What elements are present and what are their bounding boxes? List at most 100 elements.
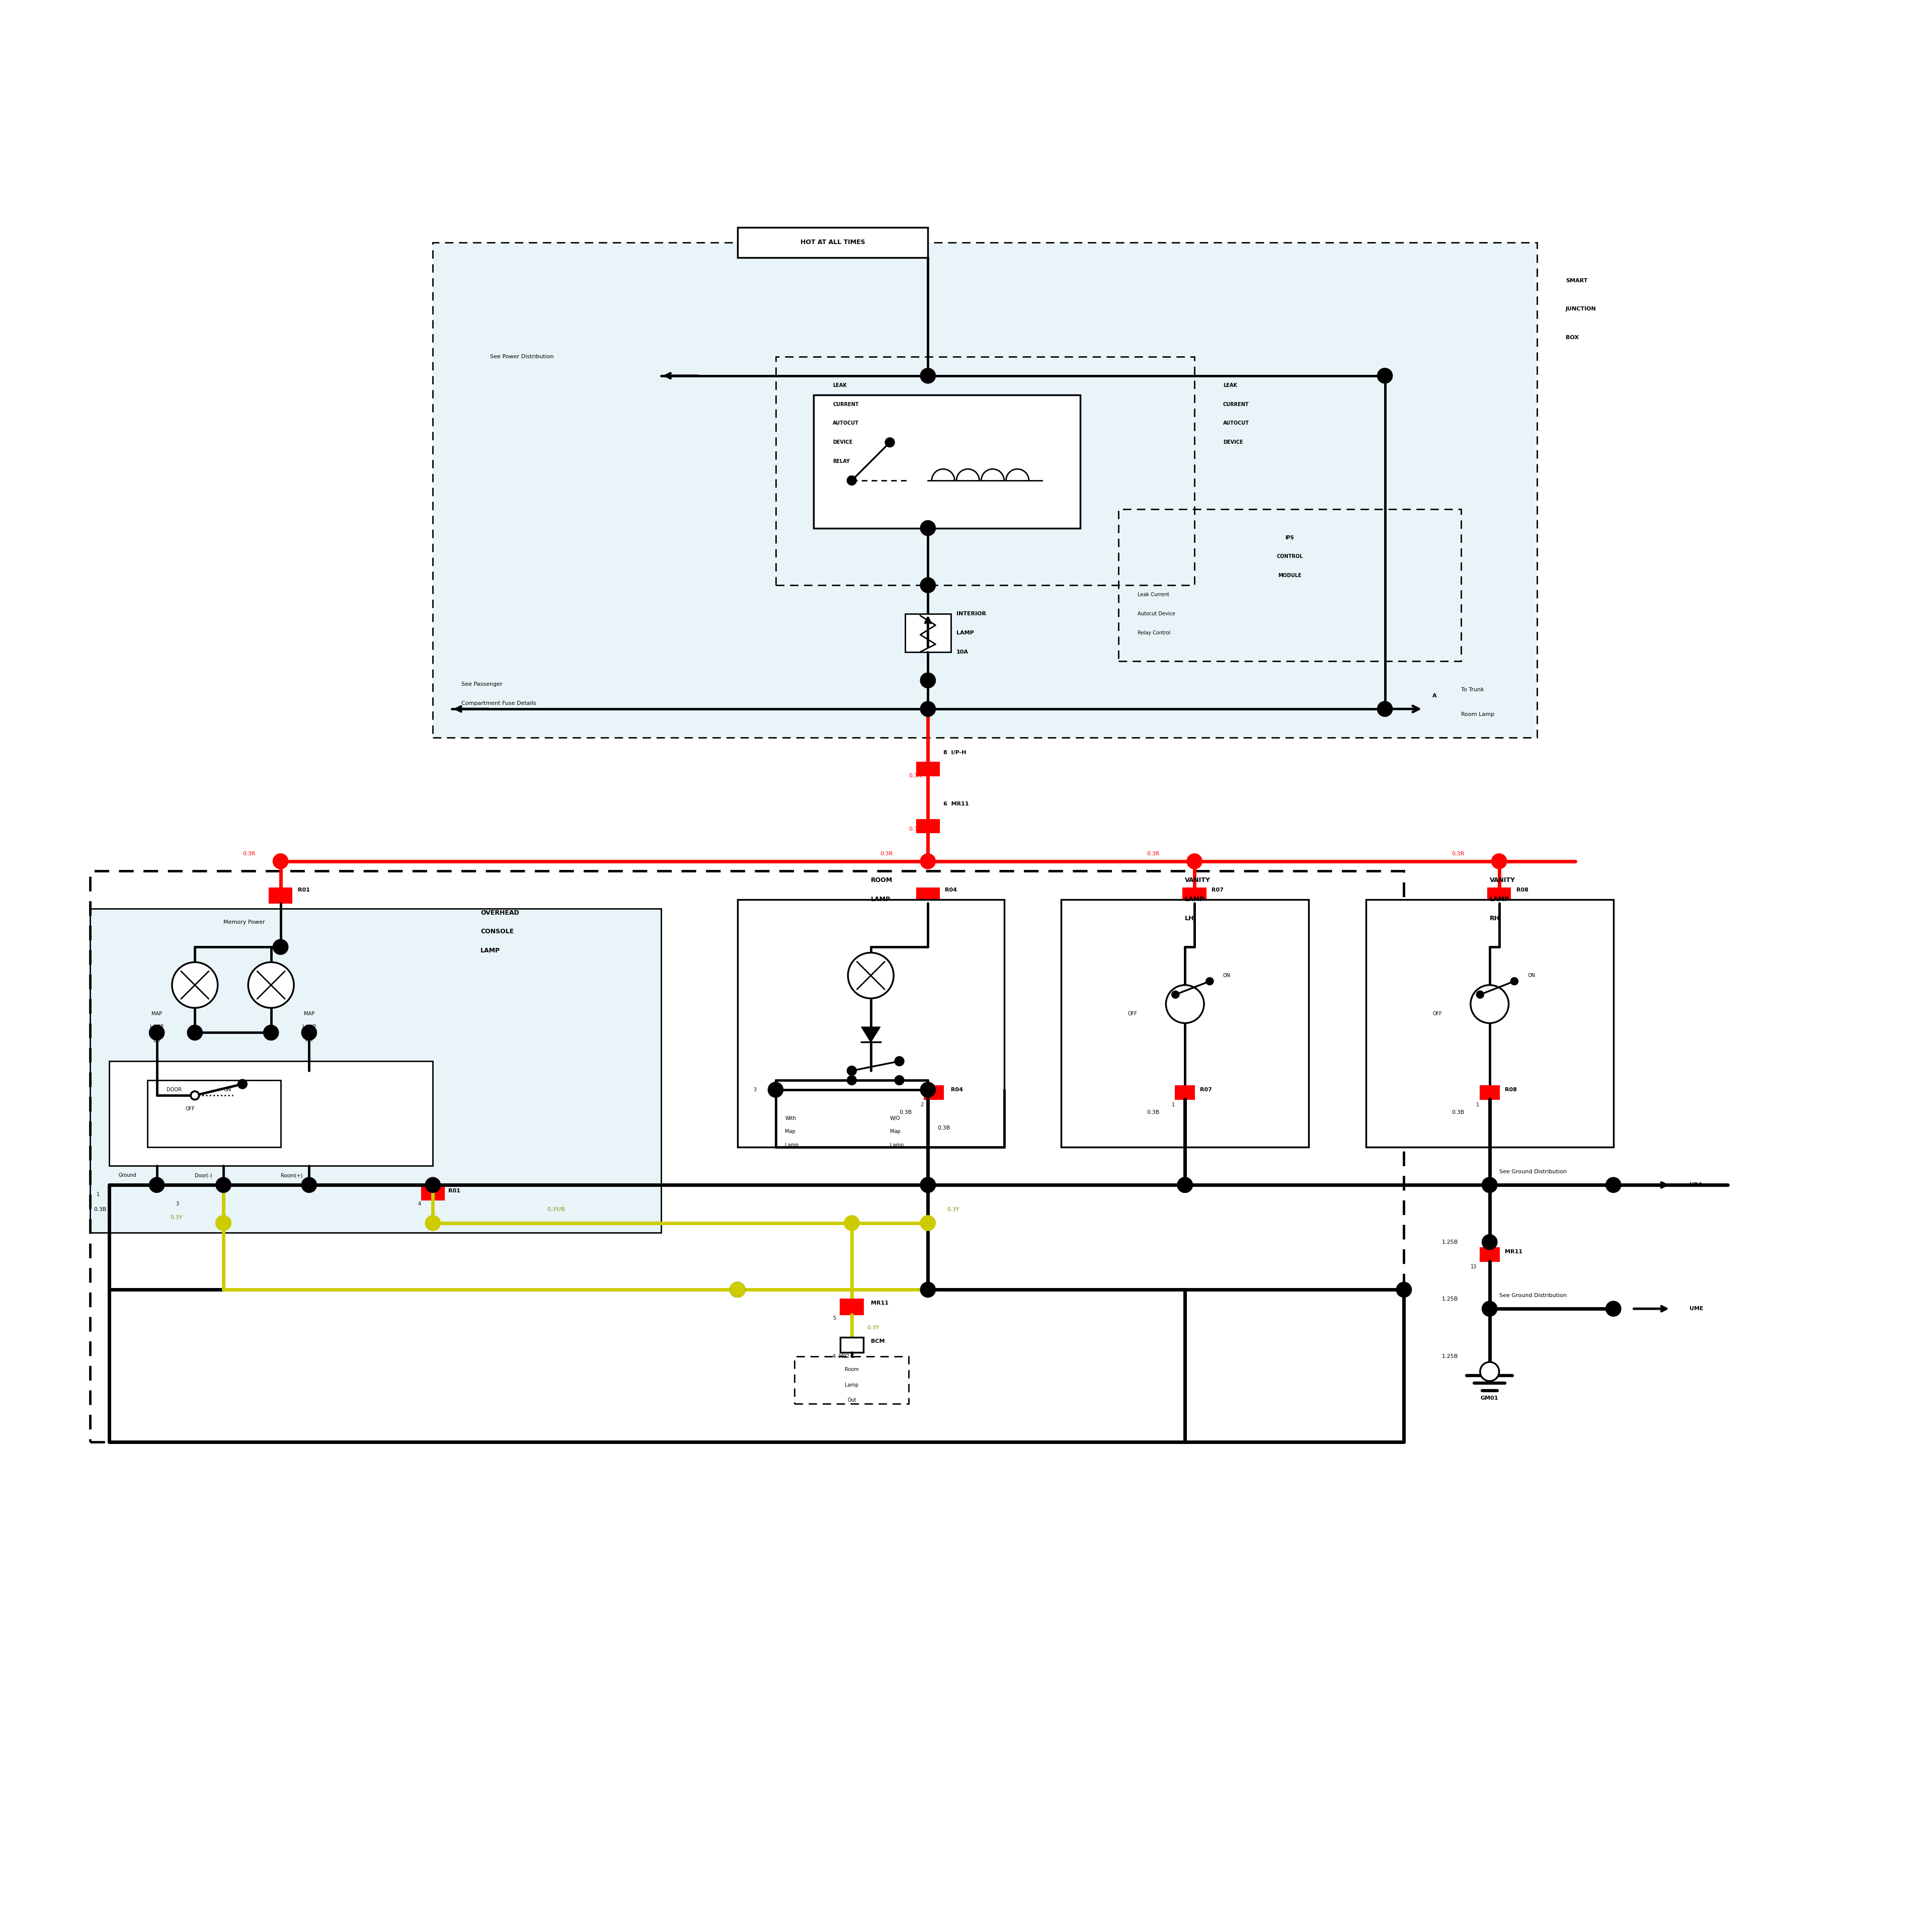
Text: 4: 4 [417,1202,421,1206]
Circle shape [920,672,935,688]
Text: AUTOCUT: AUTOCUT [833,421,860,425]
Text: Map: Map [891,1128,900,1134]
Text: OFF: OFF [185,1107,195,1111]
Text: CONTROL: CONTROL [1277,554,1302,558]
Text: 0.3R: 0.3R [1451,852,1464,856]
Text: HOT AT ALL TIMES: HOT AT ALL TIMES [800,240,866,245]
Text: IPS: IPS [1285,535,1294,541]
Text: MODULE: MODULE [1277,574,1302,578]
Circle shape [730,1283,746,1296]
Text: OFF: OFF [1128,1010,1138,1016]
Circle shape [216,1177,232,1192]
Bar [1061,900,1308,1148]
Text: Autocut Device: Autocut Device [1138,611,1175,616]
Text: Lamp: Lamp [784,1142,798,1148]
Text: 0.3B: 0.3B [95,1208,106,1211]
Circle shape [1206,978,1213,985]
Text: VANITY: VANITY [1184,877,1211,883]
Text: To Trunk: To Trunk [1461,688,1484,692]
Bar [738,228,927,257]
Text: OFF: OFF [1432,1010,1441,1016]
Text: R01: R01 [298,887,309,893]
Circle shape [149,1177,164,1192]
Text: LAMP: LAMP [1490,896,1509,902]
Text: Ground: Ground [118,1173,137,1179]
Text: RELAY: RELAY [833,460,850,464]
Circle shape [1397,1283,1412,1296]
Bar [269,889,292,902]
Circle shape [1186,854,1202,869]
Bar [91,908,661,1233]
Text: 1: 1 [925,904,929,910]
Text: LAMP: LAMP [871,896,891,902]
Text: R04: R04 [945,887,956,893]
Text: CURRENT: CURRENT [1223,402,1248,408]
Text: A: A [1432,694,1437,697]
Text: 0.3R: 0.3R [242,852,255,856]
Text: VANITY: VANITY [1490,877,1515,883]
Text: SMART: SMART [1565,278,1588,284]
Bar [775,357,1194,585]
Circle shape [769,1082,782,1097]
Text: 1: 1 [97,1192,100,1198]
Text: Lamp: Lamp [844,1383,858,1387]
Circle shape [1165,985,1204,1024]
Polygon shape [862,1028,881,1041]
Text: 0.3R: 0.3R [908,827,922,831]
Text: MAP: MAP [303,1010,315,1016]
Text: DEVICE: DEVICE [833,440,852,444]
Text: 1.25B: 1.25B [1441,1240,1459,1244]
Text: Memory Power: Memory Power [224,920,265,925]
Bar [433,242,1538,738]
Text: GM01: GM01 [1480,1395,1499,1401]
Circle shape [895,1076,904,1086]
Text: See Ground Distribution: See Ground Distribution [1499,1293,1567,1298]
Text: DOOR: DOOR [166,1088,182,1092]
Text: 0.3B: 0.3B [1148,1111,1159,1115]
Text: 1.25B: 1.25B [1441,1354,1459,1358]
Text: BCM: BCM [871,1339,885,1343]
Text: R08: R08 [1517,887,1528,893]
Bar [738,900,1005,1148]
Circle shape [1177,1177,1192,1192]
Text: 2: 2 [1497,904,1501,910]
Bar [904,614,951,651]
Circle shape [272,939,288,954]
Text: INTERIOR: INTERIOR [956,611,985,616]
Circle shape [238,1080,247,1090]
Circle shape [1177,1177,1192,1192]
Text: 8  I/P-H: 8 I/P-H [943,750,966,755]
Text: 0.3B: 0.3B [1451,1111,1464,1115]
Circle shape [920,1283,935,1296]
Bar [1366,900,1613,1148]
Text: Relay Control: Relay Control [1138,630,1171,636]
Text: LAMP: LAMP [481,947,500,954]
Circle shape [1480,1362,1499,1381]
Circle shape [216,1215,232,1231]
Circle shape [1482,1177,1497,1192]
Circle shape [920,1177,935,1192]
Text: ON: ON [1528,974,1536,978]
Text: 13: 13 [1470,1264,1476,1269]
Text: UME: UME [1691,1306,1704,1312]
Text: 3: 3 [753,1088,757,1092]
Text: R04: R04 [951,1088,962,1092]
Circle shape [846,1076,856,1086]
Text: LH: LH [1184,916,1194,922]
Text: CURRENT: CURRENT [833,402,858,408]
Text: Lamp: Lamp [891,1142,904,1148]
Bar [916,819,939,833]
Text: Out: Out [848,1397,856,1403]
Text: MR11: MR11 [1505,1250,1522,1254]
Circle shape [846,1066,856,1076]
Text: OVERHEAD: OVERHEAD [481,910,520,916]
Text: DEVICE: DEVICE [1223,440,1242,444]
Text: 6  MR11: 6 MR11 [943,802,968,808]
Text: 5: 5 [833,1316,837,1321]
Text: 0.3R: 0.3R [1148,852,1159,856]
Text: MAP: MAP [151,1010,162,1016]
Text: 1.25B: 1.25B [1441,1296,1459,1302]
Text: R07: R07 [1200,1088,1211,1092]
Text: JUNCTION: JUNCTION [1565,307,1596,311]
Circle shape [149,1026,164,1039]
